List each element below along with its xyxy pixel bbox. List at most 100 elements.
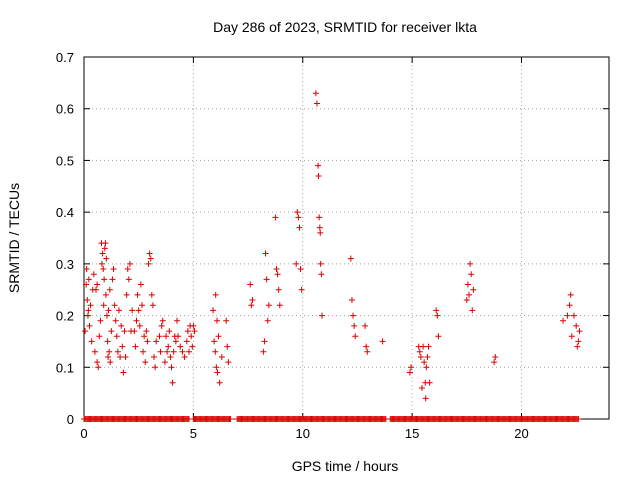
data-point — [211, 338, 218, 345]
data-point — [121, 328, 128, 335]
data-point — [148, 291, 155, 298]
zero-data-point — [227, 416, 234, 422]
data-point — [181, 353, 188, 360]
data-point — [316, 214, 323, 221]
data-point — [418, 384, 425, 391]
data-point — [152, 364, 159, 371]
data-point — [132, 343, 139, 350]
data-point — [120, 369, 127, 376]
data-point — [318, 271, 325, 278]
data-point — [567, 291, 574, 298]
data-point — [119, 343, 126, 350]
data-point — [158, 322, 165, 329]
data-point — [467, 260, 474, 267]
data-point — [210, 307, 217, 314]
data-point — [464, 281, 471, 288]
data-point — [188, 333, 195, 340]
data-point — [272, 214, 279, 221]
data-point — [85, 307, 92, 314]
x-tick-label: 20 — [514, 426, 528, 441]
data-point — [262, 250, 269, 257]
data-point — [123, 291, 130, 298]
data-point — [212, 291, 219, 298]
data-point — [420, 343, 427, 350]
data-point — [104, 338, 111, 345]
data-point — [102, 291, 109, 298]
data-point — [100, 266, 107, 273]
data-point — [93, 286, 100, 293]
data-point — [264, 317, 271, 324]
data-point — [263, 276, 270, 283]
data-point — [134, 291, 141, 298]
data-point — [98, 260, 105, 267]
data-point — [165, 343, 172, 350]
data-point — [97, 317, 104, 324]
data-point — [172, 338, 179, 345]
data-point — [84, 297, 91, 304]
data-point — [136, 322, 143, 329]
data-point — [105, 353, 112, 360]
data-point — [109, 276, 116, 283]
data-point — [573, 322, 580, 329]
data-point — [103, 312, 110, 319]
data-point — [135, 307, 142, 314]
data-point — [117, 353, 124, 360]
data-point — [151, 353, 157, 360]
data-point — [435, 333, 442, 340]
plot-frame — [83, 56, 610, 420]
data-point — [191, 328, 198, 335]
data-point — [95, 364, 102, 371]
y-tick-label: 0.7 — [56, 50, 74, 65]
data-point — [94, 281, 101, 288]
data-point — [161, 359, 168, 366]
data-point — [273, 266, 280, 273]
axis-ticks: 0 5 10 15 20 0 0.1 0.2 0.3 0.4 0.5 0.6 0.7 — [56, 50, 609, 441]
data-point — [159, 317, 166, 324]
data-point — [108, 328, 115, 335]
data-point — [129, 307, 136, 314]
data-point — [84, 312, 91, 319]
data-point — [90, 271, 97, 278]
data-point — [189, 343, 196, 350]
data-point — [184, 328, 191, 335]
zero-data-point — [575, 416, 582, 422]
data-point — [463, 297, 470, 304]
data-point — [470, 286, 477, 293]
data-point — [468, 271, 475, 278]
data-point — [125, 276, 132, 283]
data-point — [566, 302, 573, 309]
data-point — [170, 348, 177, 355]
data-point — [275, 286, 282, 293]
data-point — [183, 338, 190, 345]
x-axis-label: GPS time / hours — [292, 458, 399, 474]
data-point — [347, 255, 354, 262]
data-point — [351, 322, 358, 329]
data-point — [352, 333, 359, 340]
data-point — [363, 343, 370, 350]
data-point — [416, 348, 423, 355]
data-point — [96, 333, 103, 340]
y-tick-label: 0.6 — [56, 102, 74, 117]
y-tick-label: 0.1 — [56, 360, 74, 375]
data-point — [114, 348, 121, 355]
data-point — [133, 317, 140, 324]
data-point — [571, 312, 577, 319]
data-point — [214, 369, 221, 376]
data-point — [426, 379, 433, 386]
data-point — [575, 338, 582, 345]
data-point — [116, 307, 122, 314]
chart-title: Day 286 of 2023, SRMTID for receiver lkt… — [213, 19, 477, 35]
data-point — [177, 343, 184, 350]
data-point — [82, 328, 89, 335]
data-point — [122, 353, 129, 360]
data-point — [164, 348, 171, 355]
data-point — [293, 260, 300, 267]
data-point — [145, 260, 152, 267]
data-point — [179, 348, 186, 355]
data-point — [576, 328, 583, 335]
data-point — [153, 338, 160, 345]
data-point — [94, 359, 101, 366]
data-point — [568, 333, 575, 340]
y-tick-label: 0.2 — [56, 309, 74, 324]
data-point — [298, 286, 305, 293]
